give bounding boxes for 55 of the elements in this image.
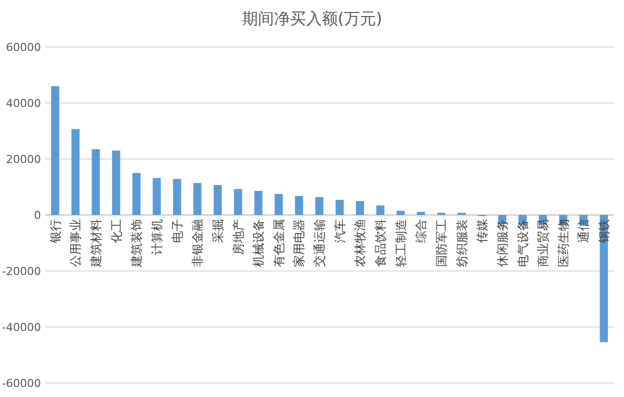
x-tick-label: 纺织服装 [454,219,469,267]
y-tick-label: 0 [34,208,41,222]
bar [71,129,80,215]
x-tick-label: 电子 [170,219,184,243]
y-tick-label: 60000 [6,40,41,54]
bar [396,210,405,215]
bar [294,196,304,215]
bar [92,149,100,215]
x-tick-label: 轻工制造 [394,219,408,267]
x-tick-label: 建筑材料 [89,219,104,268]
bar [376,205,384,215]
x-tick-label: 房地产 [231,219,246,255]
x-tick-label: 公用事业 [68,219,83,267]
bar [274,194,283,215]
x-tick-label: 非银金融 [190,219,205,267]
bar [193,183,202,215]
x-tick-label: 农林牧渔 [353,219,368,267]
x-tick-label: 汽车 [332,219,347,243]
bar [112,150,120,215]
y-tick-label: 20000 [6,152,41,166]
x-tick-label: 化工 [109,219,124,243]
x-tick-label: 医药生物 [556,219,570,267]
bar [416,212,426,215]
x-tick-label: 电气设备 [516,219,530,267]
x-tick-label: 钢铁 [597,219,612,244]
x-tick-label: 计算机 [150,219,164,255]
x-tick-label: 通信 [576,219,591,243]
bar [336,200,344,215]
bar [234,188,242,215]
bar [173,178,182,215]
x-tick-label: 食品饮料 [374,219,388,267]
y-tick-label: -60000 [2,376,41,390]
bar [132,173,141,215]
x-tick-label: 银行 [48,219,62,244]
bar [51,86,60,215]
bar [214,185,222,215]
bar [254,190,262,215]
x-tick-label: 综合 [414,219,428,243]
chart-title: 期间净买入额(万元) [242,9,382,28]
y-tick-label: -20000 [2,264,41,278]
x-tick-label: 商业贸易 [536,219,550,267]
bar [356,201,364,215]
x-tick-label: 交通运输 [312,219,327,267]
x-tick-label: 机械设备 [252,219,266,267]
x-tick-label: 有色金属 [272,219,286,267]
y-tick-label: 40000 [6,96,41,110]
x-tick-label: 采掘 [210,219,225,243]
x-tick-label: 休闲服务 [495,219,510,267]
x-tick-label: 国防军工 [434,219,448,267]
bar [152,178,161,215]
x-tick-label: 传媒 [475,219,490,243]
y-tick-label: -40000 [2,320,41,334]
x-tick-label: 建筑装饰 [130,219,144,268]
x-tick-label: 家用电器 [292,219,306,267]
bar [315,197,324,215]
